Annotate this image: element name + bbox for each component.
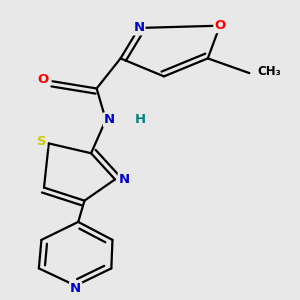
Text: S: S [37, 135, 46, 148]
Text: N: N [70, 283, 81, 296]
Text: N: N [104, 113, 115, 126]
Text: O: O [214, 19, 226, 32]
Text: N: N [119, 173, 130, 186]
Text: CH₃: CH₃ [258, 65, 281, 78]
Text: O: O [38, 73, 49, 86]
Text: N: N [134, 22, 145, 34]
Text: H: H [135, 113, 146, 126]
